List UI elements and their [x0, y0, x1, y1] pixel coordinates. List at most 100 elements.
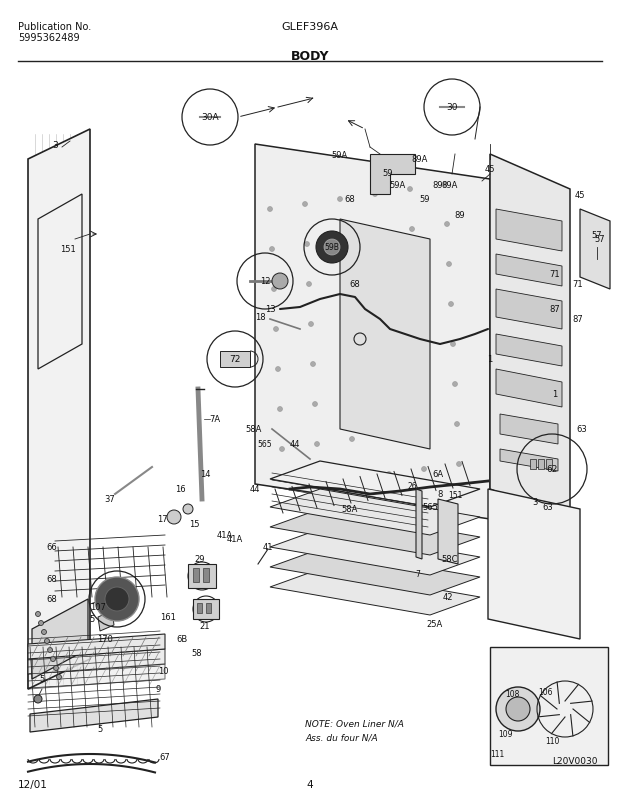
Text: NOTE: Oven Liner N/A: NOTE: Oven Liner N/A — [305, 719, 404, 728]
Polygon shape — [28, 649, 165, 674]
Text: 62: 62 — [546, 465, 557, 474]
Text: 89: 89 — [433, 180, 443, 189]
Text: 57: 57 — [591, 230, 602, 239]
Polygon shape — [270, 509, 480, 555]
Circle shape — [443, 182, 448, 187]
Polygon shape — [500, 415, 558, 444]
Text: GLEF396A: GLEF396A — [281, 22, 339, 32]
Circle shape — [451, 342, 456, 347]
Polygon shape — [270, 489, 480, 535]
Text: 58: 58 — [192, 649, 202, 658]
Circle shape — [445, 222, 449, 227]
Text: 68: 68 — [350, 280, 360, 290]
Text: 72: 72 — [229, 355, 241, 364]
Text: 89A: 89A — [412, 156, 428, 164]
Text: 161: 161 — [160, 613, 176, 622]
Text: 58A: 58A — [246, 425, 262, 434]
Text: Ass. du four N/A: Ass. du four N/A — [305, 733, 378, 742]
Bar — [188, 565, 216, 588]
Text: 29: 29 — [195, 555, 205, 564]
Polygon shape — [438, 500, 458, 565]
Circle shape — [342, 277, 347, 282]
Polygon shape — [488, 489, 580, 639]
Polygon shape — [270, 461, 480, 508]
Text: 14: 14 — [200, 470, 210, 479]
Circle shape — [496, 687, 540, 731]
Polygon shape — [496, 210, 562, 252]
Polygon shape — [416, 489, 422, 559]
Text: 42: 42 — [443, 593, 453, 602]
Polygon shape — [28, 664, 165, 689]
Circle shape — [337, 197, 342, 202]
Circle shape — [407, 187, 412, 192]
Circle shape — [167, 510, 181, 525]
Polygon shape — [490, 155, 570, 520]
Circle shape — [275, 367, 280, 372]
Circle shape — [378, 312, 384, 317]
Circle shape — [340, 237, 345, 242]
Polygon shape — [28, 634, 165, 659]
Circle shape — [267, 207, 273, 213]
Bar — [206, 603, 211, 614]
Text: 41: 41 — [263, 543, 273, 552]
Circle shape — [373, 192, 378, 197]
Text: 68: 68 — [345, 195, 355, 205]
Text: 6B: 6B — [176, 634, 188, 644]
Text: 12: 12 — [260, 277, 270, 286]
Bar — [220, 351, 250, 367]
Text: 13: 13 — [265, 305, 275, 314]
Bar — [197, 603, 202, 614]
Text: 565: 565 — [258, 440, 272, 449]
Text: 58A: 58A — [342, 505, 358, 514]
Polygon shape — [270, 549, 480, 595]
Text: 59: 59 — [383, 168, 393, 177]
Circle shape — [412, 267, 417, 272]
Text: 59: 59 — [420, 195, 430, 205]
Polygon shape — [496, 290, 562, 330]
Text: 41A: 41A — [217, 531, 233, 540]
Text: 5: 5 — [89, 615, 95, 624]
Text: BODY: BODY — [291, 50, 329, 63]
Circle shape — [280, 447, 285, 452]
Text: 17: 17 — [157, 515, 167, 524]
Bar — [203, 569, 209, 582]
Circle shape — [56, 674, 61, 679]
Text: 5995362489: 5995362489 — [18, 33, 79, 43]
Circle shape — [311, 362, 316, 367]
Circle shape — [53, 666, 58, 670]
Text: 87: 87 — [573, 315, 583, 324]
Circle shape — [272, 273, 288, 290]
Text: 63: 63 — [577, 425, 587, 434]
Bar — [193, 569, 199, 582]
Circle shape — [35, 612, 40, 617]
Polygon shape — [500, 449, 558, 472]
Circle shape — [456, 462, 461, 467]
Circle shape — [374, 233, 379, 237]
Text: 57: 57 — [595, 235, 605, 244]
Bar — [530, 460, 536, 469]
Text: 3: 3 — [533, 498, 538, 507]
Text: 3: 3 — [52, 140, 58, 149]
Text: 151: 151 — [448, 491, 462, 500]
Text: 15: 15 — [188, 520, 199, 529]
Circle shape — [414, 307, 418, 312]
Text: 89A: 89A — [442, 180, 458, 189]
Text: 25A: 25A — [427, 620, 443, 629]
Circle shape — [312, 402, 317, 407]
Text: 71: 71 — [550, 270, 560, 279]
Circle shape — [278, 407, 283, 412]
Text: 16: 16 — [175, 485, 185, 494]
Text: 18: 18 — [255, 313, 265, 322]
Polygon shape — [496, 334, 562, 367]
Text: 110: 110 — [545, 736, 559, 746]
Text: 66: 66 — [46, 543, 58, 552]
Polygon shape — [30, 699, 158, 732]
Text: 12/01: 12/01 — [18, 779, 48, 789]
Polygon shape — [28, 130, 90, 689]
Text: 30A: 30A — [201, 113, 219, 123]
Circle shape — [383, 392, 388, 397]
Text: 26: 26 — [407, 482, 417, 491]
Circle shape — [381, 352, 386, 357]
Circle shape — [446, 262, 451, 267]
Text: 5: 5 — [40, 674, 45, 683]
